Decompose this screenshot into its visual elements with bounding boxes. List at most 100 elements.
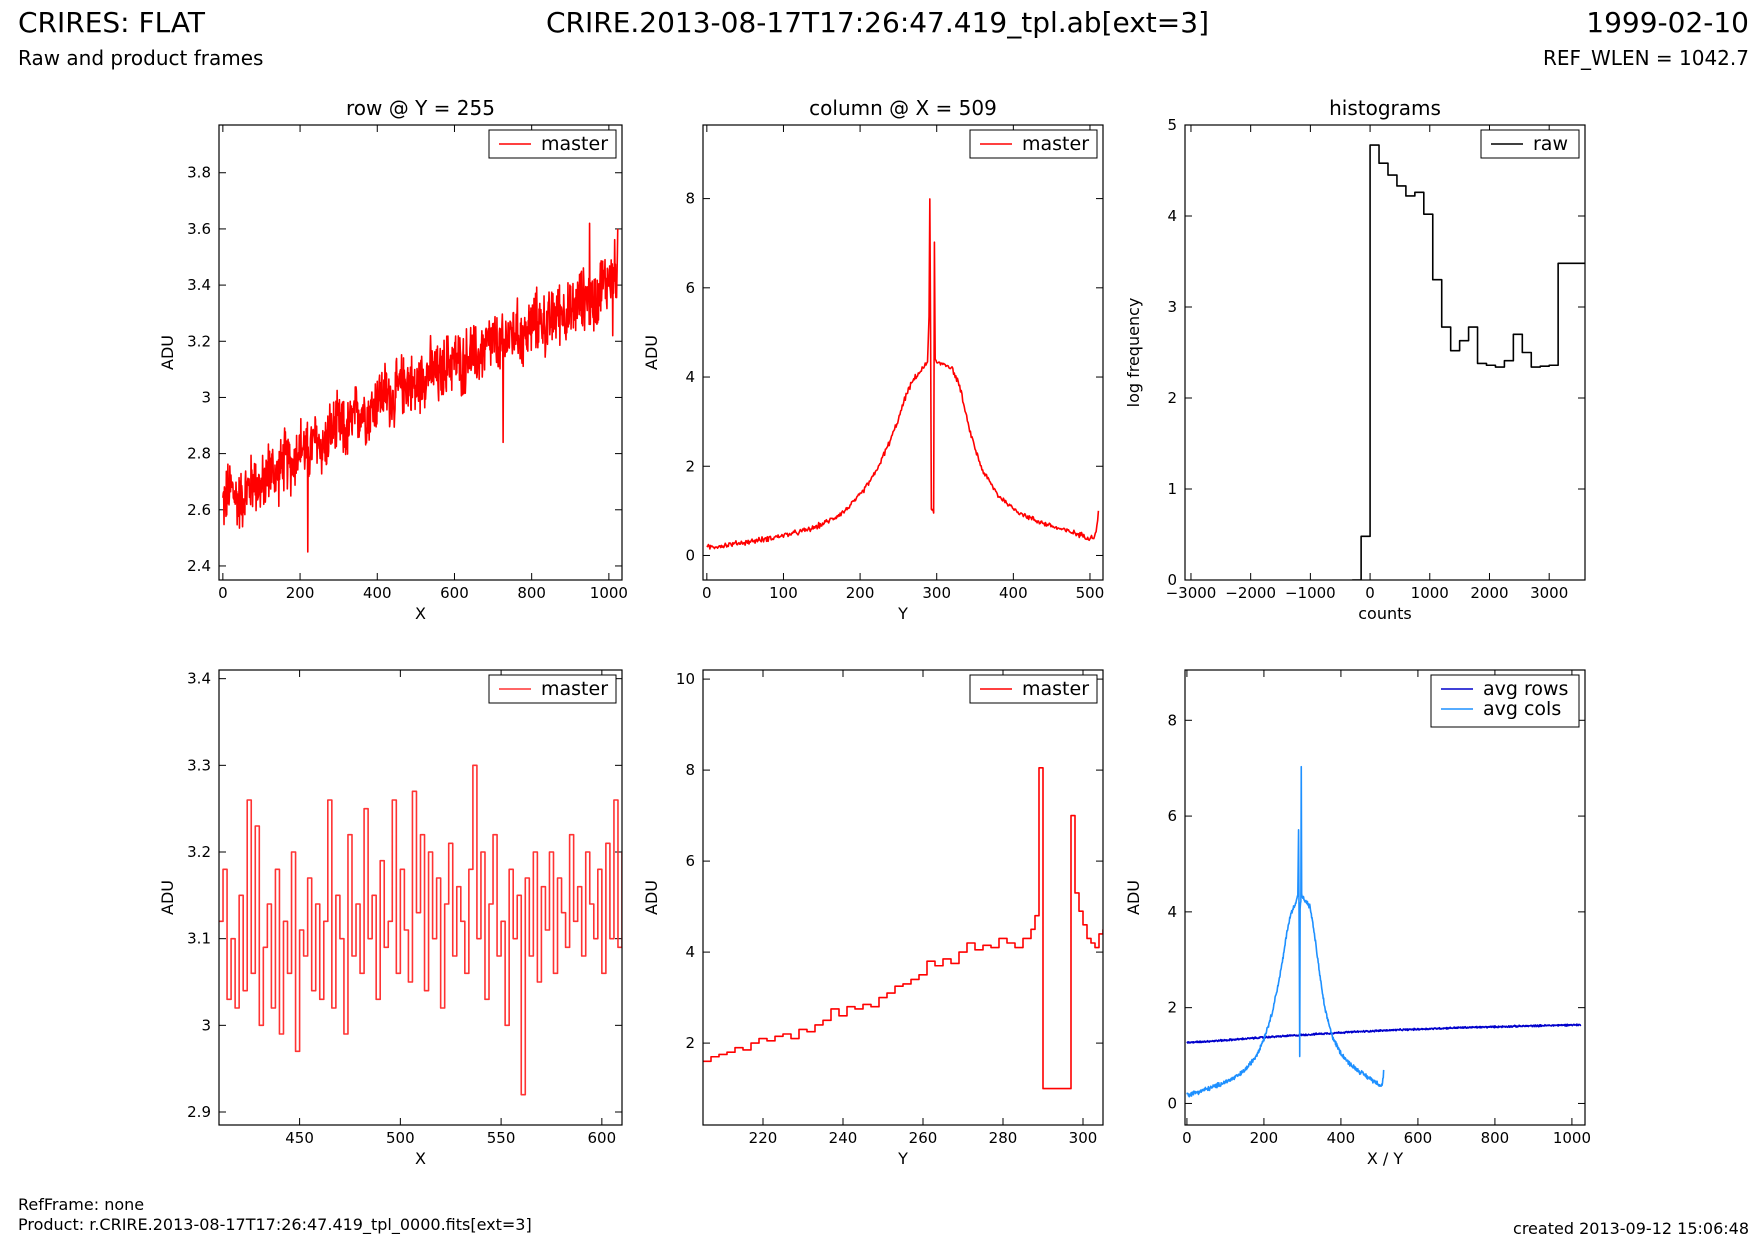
y-tick-label: 5 [1167,116,1177,134]
chart-series-group [1352,144,1585,580]
x-tick-label: 1000 [1553,1129,1591,1147]
y-tick-label: 6 [685,279,695,297]
y-tick-label: 3.1 [187,930,211,948]
y-tick-label: 8 [685,761,695,779]
y-axis-label: ADU [642,880,661,915]
x-axis-label: Y [897,1149,908,1168]
x-axis-label: X [415,604,426,623]
legend: master [488,129,617,159]
y-tick-label: 4 [685,943,695,961]
y-tick-label: 3.2 [187,332,211,350]
x-tick-label: 450 [285,1129,314,1147]
x-axis-label: X [415,1149,426,1168]
x-tick-label: 1000 [590,584,628,602]
chart-panel-6: X / Y ADU 0 200 400 600 800 1000 0 2 4 6 8 avg rowsav… [1124,669,1591,1168]
series-line-1 [703,767,1103,1090]
x-tick-label: 0 [1182,1129,1192,1147]
footer-product: Product: r.CRIRE.2013-08-17T17:26:47.419… [18,1215,532,1234]
x-tick-label: 280 [989,1129,1018,1147]
y-axis-label: ADU [158,335,177,370]
x-tick-label: 400 [999,584,1028,602]
x-tick-label: −2000 [1225,584,1276,602]
y-tick-label: 6 [1167,807,1177,825]
header-date: 1999-02-10 [1586,6,1749,39]
x-tick-label: 550 [487,1129,516,1147]
y-tick-label: 6 [685,852,695,870]
legend-box [1480,129,1580,159]
series-line-1 [1186,1023,1582,1044]
x-tick-label: 3000 [1530,584,1568,602]
y-tick-label: 4 [1167,207,1177,225]
y-tick-label: 3.2 [187,843,211,861]
chart-series-group [219,764,622,1096]
x-tick-label: 200 [846,584,875,602]
y-tick-label: 2.4 [187,557,211,575]
x-tick-label: 600 [588,1129,617,1147]
legend: master [488,674,617,704]
plot-frame [702,124,1104,581]
y-axis-label: ADU [642,335,661,370]
x-tick-label: 400 [1327,1129,1356,1147]
chart-series-group [703,767,1103,1090]
x-tick-label: 220 [749,1129,778,1147]
x-tick-label: 240 [829,1129,858,1147]
y-tick-label: 3 [1167,298,1177,316]
header-file-title: CRIRE.2013-08-17T17:26:47.419_tpl.ab[ext… [545,6,1209,39]
chart-series-group [1186,765,1582,1098]
plot-frame [1184,124,1586,581]
legend-entry: master [541,133,608,155]
x-axis-label: Y [897,604,908,623]
x-tick-label: −1000 [1285,584,1336,602]
y-tick-label: 3.3 [187,756,211,774]
chart-series-group [222,222,619,553]
y-tick-label: 10 [676,670,695,688]
x-tick-label: 400 [363,584,392,602]
chart-title: row @ Y = 255 [346,96,495,120]
x-tick-label: 800 [1481,1129,1510,1147]
y-tick-label: 0 [1167,571,1177,589]
plot-frame [702,669,1104,1126]
y-tick-label: 2 [1167,999,1177,1017]
x-tick-label: 0 [702,584,712,602]
y-tick-label: 2.9 [187,1103,211,1121]
header-app-title: CRIRES: FLAT [18,6,205,39]
chart-series-group [706,198,1100,550]
footer-ref-frame: RefFrame: none [18,1195,145,1214]
chart-panel-5: Y ADU 220 240 260 280 300 2 4 6 8 10 master [642,669,1104,1168]
y-tick-label: 2 [685,457,695,475]
chart-panel-1: row @ Y = 255 X ADU 0 200 400 600 800 1000 2.4 2.6… [158,96,628,623]
legend: master [969,674,1098,704]
x-axis-label: counts [1358,604,1411,623]
footer-created: created 2013-09-12 15:06:48 [1513,1219,1749,1238]
plot-frame [218,669,623,1126]
header-ref-wlen: REF_WLEN = 1042.7 [1542,46,1749,70]
y-tick-label: 3.4 [187,670,211,688]
y-tick-label: 3.6 [187,220,211,238]
x-tick-label: 300 [1069,1129,1098,1147]
y-tick-label: 2 [1167,389,1177,407]
y-tick-label: 3 [201,1016,211,1034]
y-axis-label: ADU [1124,880,1143,915]
x-tick-label: 500 [386,1129,415,1147]
legend-entry: raw [1533,133,1568,155]
x-tick-label: 2000 [1470,584,1508,602]
legend: raw [1480,129,1580,159]
y-tick-label: 3.4 [187,276,211,294]
chart-panel-2: column @ X = 509 Y ADU 0 100 200 300 400 500 0 2 4 6… [642,96,1104,623]
x-tick-label: 200 [1250,1129,1279,1147]
legend-entry: master [1022,133,1089,155]
chart-title: histograms [1329,96,1441,120]
y-tick-label: 2.8 [187,445,211,463]
legend-entry: master [541,678,608,700]
y-tick-label: 2.6 [187,501,211,519]
chart-panel-4: X ADU 450 500 550 600 2.9 3 3.1 3.2 3.3 3.4 master [158,669,623,1168]
chart-panel-3: histograms counts log frequency −3000 −2000−… [1124,96,1586,623]
x-tick-label: 500 [1076,584,1105,602]
x-tick-label: 600 [1404,1129,1433,1147]
y-tick-label: 8 [1167,711,1177,729]
y-tick-label: 2 [685,1034,695,1052]
y-tick-label: 3 [201,388,211,406]
header-subtitle: Raw and product frames [18,46,264,70]
y-tick-label: 0 [685,546,695,564]
